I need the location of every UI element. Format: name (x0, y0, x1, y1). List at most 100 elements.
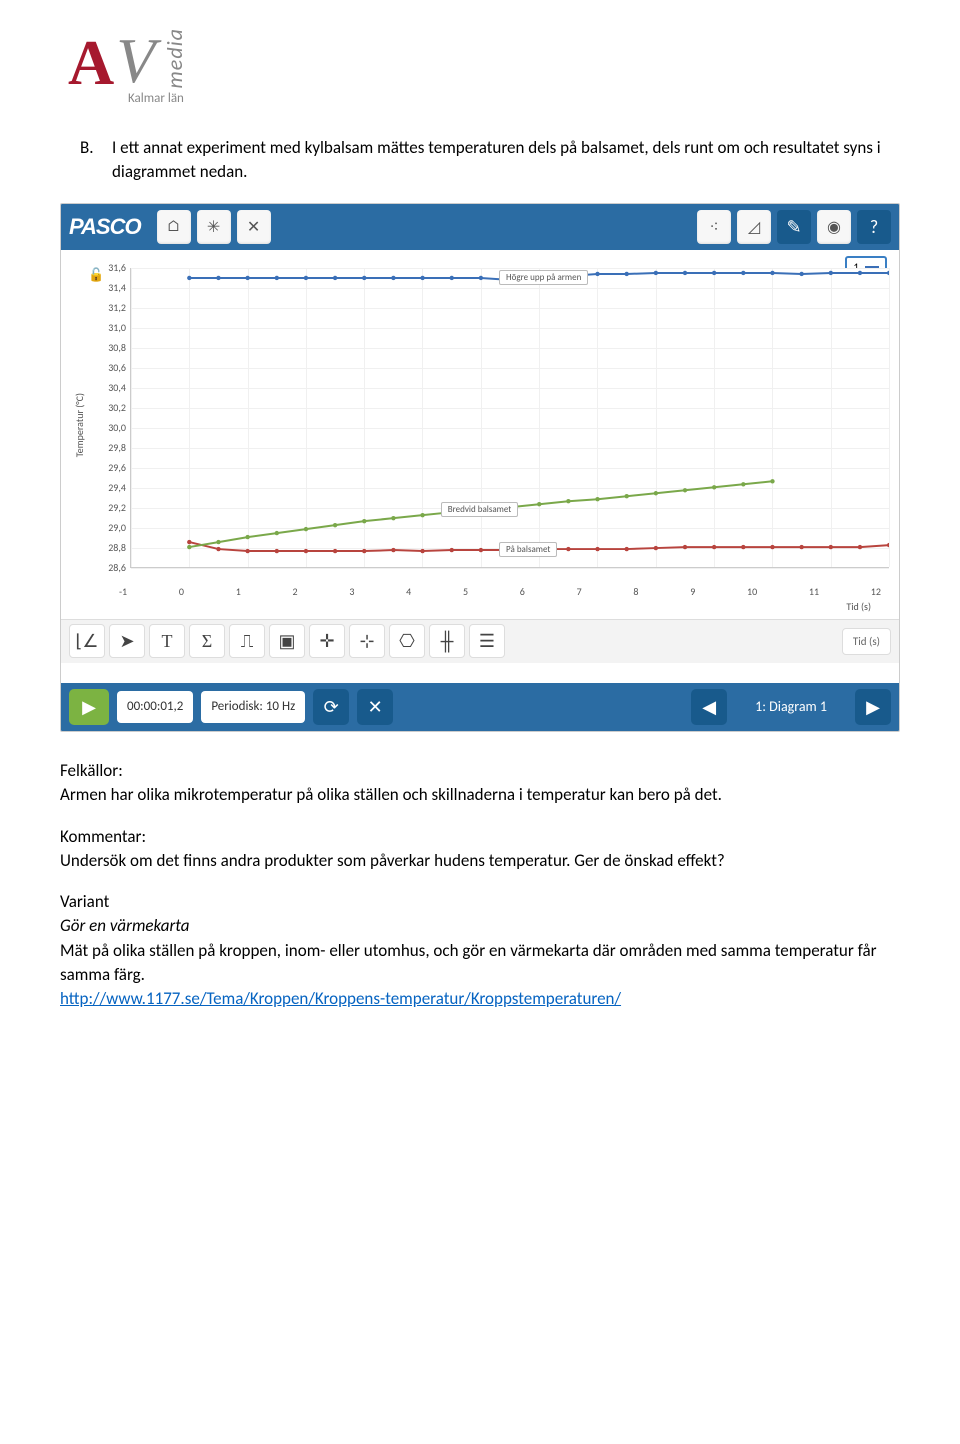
x-tick: 10 (747, 585, 757, 598)
y-tick: 28,6 (108, 563, 126, 583)
play-icon: ▶ (82, 696, 96, 718)
camera-icon: ◉ (827, 217, 841, 237)
ct-sigma-button[interactable]: Σ (189, 624, 225, 658)
tool-dots-button[interactable]: ⁖ (697, 210, 731, 244)
intro-paragraph: B. I ett annat experiment med kylbalsam … (60, 136, 900, 185)
app-top-toolbar: PASCO ⌂ ✳ ✕ ⁖ ◿ ✎ ◉ ? (61, 204, 899, 250)
x-tick: 3 (349, 585, 354, 598)
tools-icon: ✕ (368, 696, 383, 718)
y-axis-label: Temperatur (°C) (71, 393, 88, 457)
timer-value: 00:00:01,2 (127, 699, 183, 714)
x-tick: 5 (463, 585, 468, 598)
play-button[interactable]: ▶ (69, 689, 109, 725)
logo-subtitle: Kalmar län (128, 91, 900, 106)
delete-page-button[interactable]: ✕ (237, 210, 271, 244)
ct-ruler2-button[interactable]: ╫ (429, 624, 465, 658)
sync-icon: ⟳ (324, 696, 339, 718)
dots-icon: ⁖ (709, 217, 718, 237)
logo-letter-v: V (116, 35, 155, 86)
ct-select-button[interactable]: ⎔ (389, 624, 425, 658)
y-tick: 31,2 (108, 303, 126, 323)
x-tick: 2 (293, 585, 298, 598)
y-tick: 31,0 (108, 323, 126, 343)
series-annotation: På balsamet (499, 542, 557, 557)
close-icon: ✕ (247, 217, 260, 237)
y-tick: 31,4 (108, 283, 126, 303)
question-icon: ? (870, 216, 878, 238)
y-tick: 29,6 (108, 463, 126, 483)
x-tick: 7 (577, 585, 582, 598)
tool-pencil-button[interactable]: ✎ (777, 210, 811, 244)
help-button[interactable]: ? (857, 210, 891, 244)
x-axis-caption[interactable]: Tid (s) (842, 628, 891, 655)
kommentar-text: Undersök om det finns andra produkter so… (60, 849, 900, 874)
y-tick: 31,6 (108, 263, 126, 283)
x-tick: 11 (809, 585, 819, 598)
pencil-icon: ✎ (786, 216, 801, 238)
ruler-icon: ◿ (748, 217, 760, 237)
prev-diagram-button[interactable]: ◀ (691, 689, 727, 725)
y-tick: 30,4 (108, 383, 126, 403)
x-axis-label: Tid (s) (71, 600, 889, 613)
tools-button[interactable]: ✕ (357, 689, 393, 725)
new-page-button[interactable]: ✳ (197, 210, 231, 244)
felkallor-head: Felkällor: (60, 760, 900, 781)
logo-media: media (161, 28, 188, 89)
y-ticks: 31,631,431,231,030,830,630,430,230,029,8… (108, 268, 130, 583)
series-annotation: Högre upp på armen (499, 270, 588, 285)
tool-ruler-button[interactable]: ◿ (737, 210, 771, 244)
chart-plot[interactable]: Högre upp på armen På balsamet Bredvid bal… (130, 268, 889, 568)
triangle-left-icon: ◀ (702, 696, 716, 718)
x-tick: 0 (179, 585, 184, 598)
triangle-right-icon: ▶ (866, 696, 880, 718)
y-tick: 30,2 (108, 403, 126, 423)
ct-crop-button[interactable]: ⊹ (349, 624, 385, 658)
ct-pointer-button[interactable]: ➤ (109, 624, 145, 658)
next-diagram-button[interactable]: ▶ (855, 689, 891, 725)
ct-graph-button[interactable]: ⌊∠ (69, 624, 105, 658)
y-tick: 29,4 (108, 483, 126, 503)
y-tick: 30,8 (108, 343, 126, 363)
ct-options-button[interactable]: ☰ (469, 624, 505, 658)
app-brand: PASCO (69, 214, 141, 240)
x-tick: 12 (871, 585, 881, 598)
variant-text: Mät på olika ställen på kroppen, inom- e… (60, 939, 900, 988)
x-tick: 1 (236, 585, 241, 598)
y-tick: 29,0 (108, 523, 126, 543)
series-annotation: Bredvid balsamet (441, 502, 519, 517)
chart-toolbar: ⌊∠ ➤ T Σ ⎍ ▣ ✛ ⊹ ⎔ ╫ ☰ Tid (s) (61, 619, 899, 663)
kommentar-head: Kommentar: (60, 826, 900, 847)
chart-area: 123 Temperatur (°C) 🔓 31,631,431,231,030… (61, 250, 899, 619)
ct-zoom-button[interactable]: ▣ (269, 624, 305, 658)
tool-camera-button[interactable]: ◉ (817, 210, 851, 244)
y-tick: 28,8 (108, 543, 126, 563)
x-tick: 6 (520, 585, 525, 598)
ct-fit-button[interactable]: ⎍ (229, 624, 265, 658)
ct-crosshair-button[interactable]: ✛ (309, 624, 345, 658)
home-button[interactable]: ⌂ (157, 210, 191, 244)
x-tick: -1 (119, 585, 127, 598)
x-tick: 8 (633, 585, 638, 598)
y-tick: 29,8 (108, 443, 126, 463)
x-tick: 4 (406, 585, 411, 598)
ct-text-button[interactable]: T (149, 624, 185, 658)
timer-field[interactable]: 00:00:01,2 (117, 691, 193, 723)
x-ticks: -10123456789101112 (71, 585, 889, 598)
lock-icon[interactable]: 🔓 (88, 268, 104, 283)
intro-letter: B. (80, 136, 100, 185)
intro-text: I ett annat experiment med kylbalsam mät… (112, 136, 900, 185)
y-tick: 30,0 (108, 423, 126, 443)
sparkle-icon: ✳ (207, 217, 220, 237)
variant-link[interactable]: http://www.1177.se/Tema/Kroppen/Kroppens… (60, 988, 621, 1009)
logo: A V media Kalmar län (68, 28, 900, 106)
variant-head: Variant (60, 891, 900, 912)
sample-mode-value: Periodisk: 10 Hz (211, 699, 295, 714)
diagram-name: 1: Diagram 1 (735, 698, 847, 715)
app-screenshot: PASCO ⌂ ✳ ✕ ⁖ ◿ ✎ ◉ ? 123 Temperatur (°C… (60, 203, 900, 732)
bottom-bar: ▶ 00:00:01,2 Periodisk: 10 Hz ⟳ ✕ ◀ 1: D… (61, 683, 899, 731)
sync-button[interactable]: ⟳ (313, 689, 349, 725)
y-tick: 29,2 (108, 503, 126, 523)
sample-mode-field[interactable]: Periodisk: 10 Hz (201, 691, 305, 723)
home-icon: ⌂ (167, 217, 181, 236)
logo-letter-a: A (68, 37, 114, 88)
